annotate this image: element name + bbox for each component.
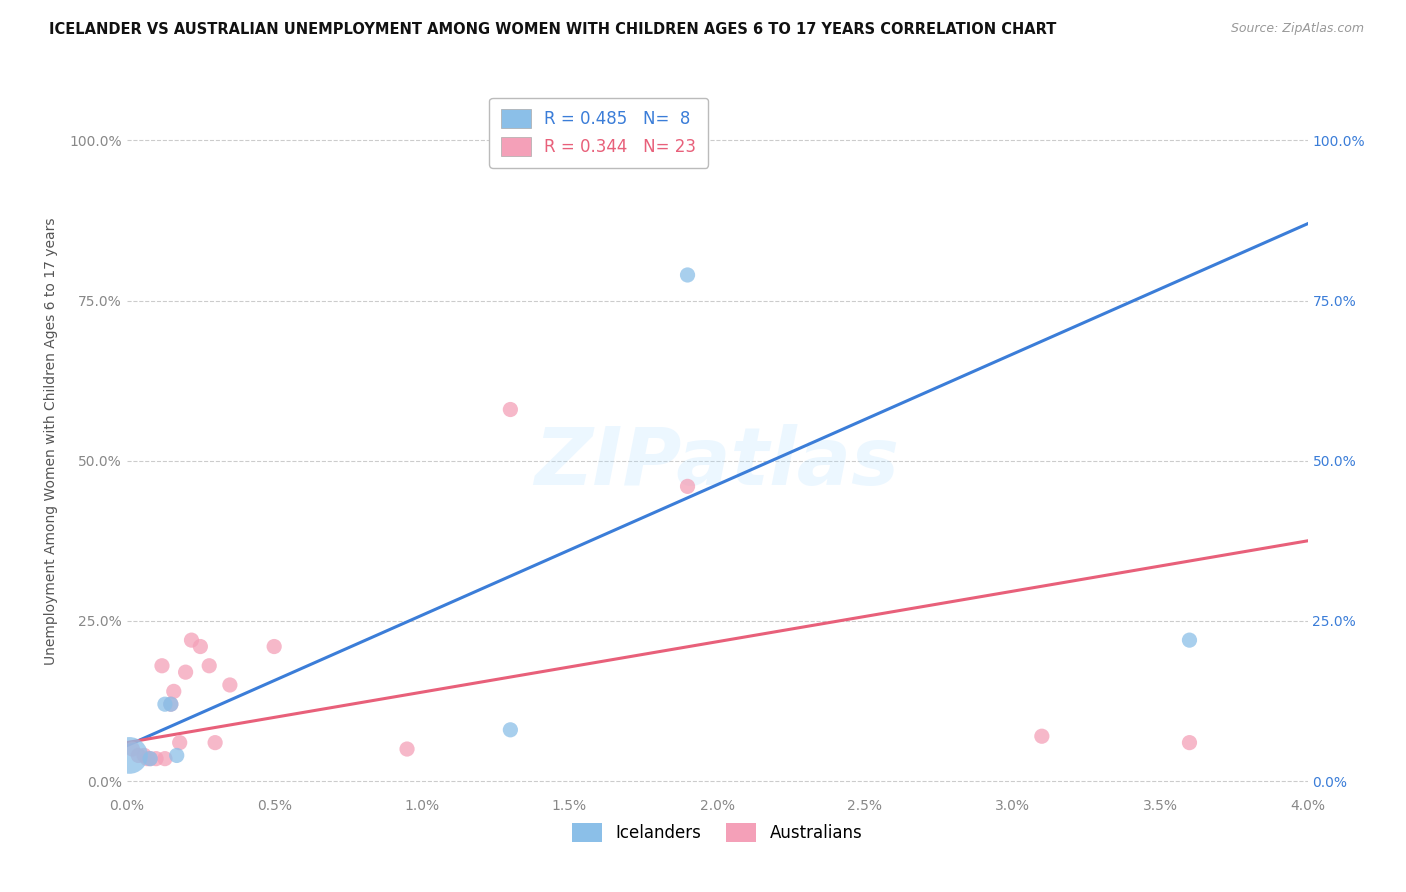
Point xyxy=(1031,729,1053,743)
Point xyxy=(139,751,162,765)
Point xyxy=(166,748,188,763)
Point xyxy=(676,479,699,493)
Point xyxy=(198,658,221,673)
Point xyxy=(160,697,183,711)
Y-axis label: Unemployment Among Women with Children Ages 6 to 17 years: Unemployment Among Women with Children A… xyxy=(44,218,58,665)
Point xyxy=(219,678,242,692)
Point xyxy=(180,633,202,648)
Text: ZIPatlas: ZIPatlas xyxy=(534,424,900,501)
Point xyxy=(139,751,162,765)
Legend: Icelanders, Australians: Icelanders, Australians xyxy=(565,816,869,849)
Point xyxy=(145,751,167,765)
Point xyxy=(499,723,522,737)
Point xyxy=(160,697,183,711)
Point xyxy=(150,658,173,673)
Text: Source: ZipAtlas.com: Source: ZipAtlas.com xyxy=(1230,22,1364,36)
Point xyxy=(169,736,191,750)
Point xyxy=(396,742,419,756)
Point xyxy=(1178,736,1201,750)
Point xyxy=(263,640,285,654)
Point xyxy=(1178,633,1201,648)
Point xyxy=(153,751,176,765)
Point xyxy=(163,684,186,698)
Point xyxy=(121,742,143,756)
Point xyxy=(153,697,176,711)
Point xyxy=(174,665,197,680)
Point xyxy=(127,748,149,763)
Point xyxy=(188,640,212,654)
Text: ICELANDER VS AUSTRALIAN UNEMPLOYMENT AMONG WOMEN WITH CHILDREN AGES 6 TO 17 YEAR: ICELANDER VS AUSTRALIAN UNEMPLOYMENT AMO… xyxy=(49,22,1056,37)
Point xyxy=(118,748,141,763)
Point xyxy=(499,402,522,417)
Point xyxy=(204,736,226,750)
Point xyxy=(676,268,699,282)
Point xyxy=(134,748,156,763)
Point xyxy=(136,751,159,765)
